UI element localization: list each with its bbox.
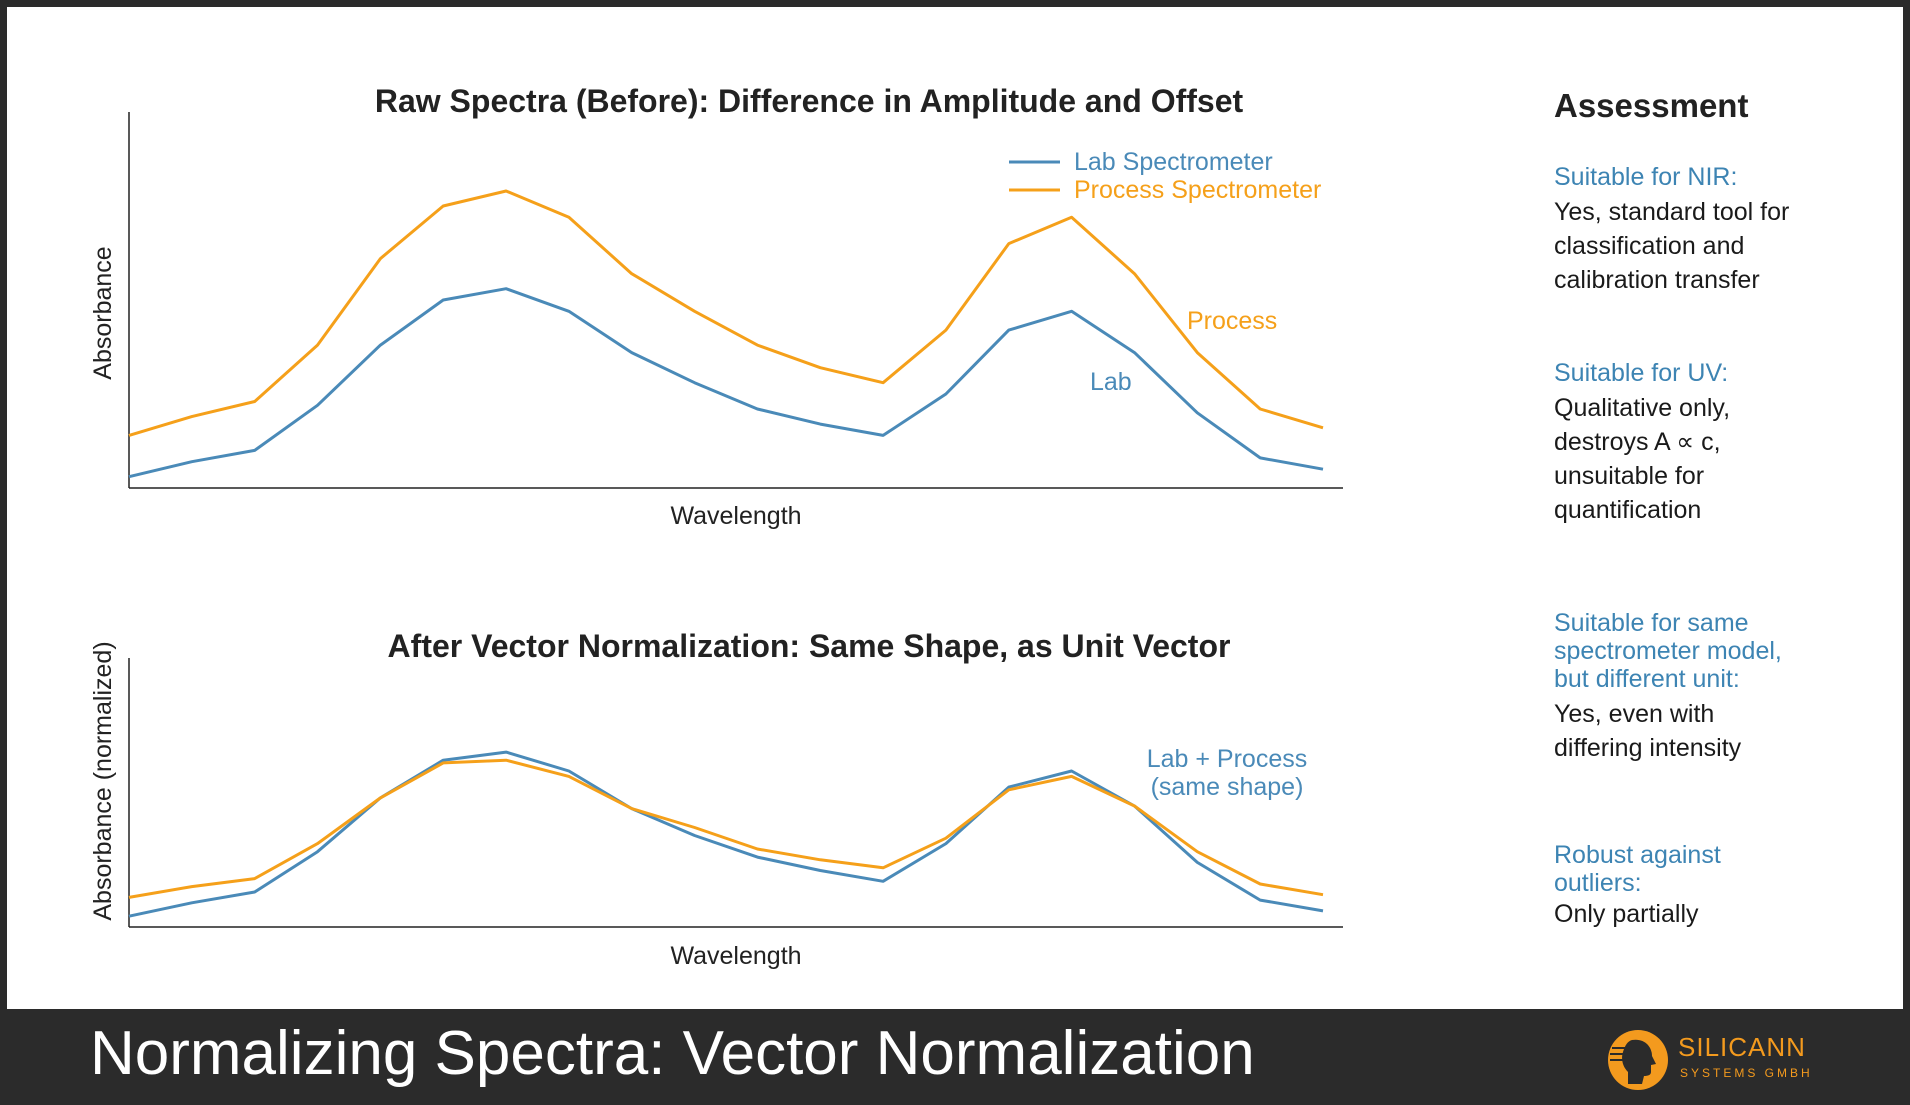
question-line: Robust against [1554,841,1721,869]
annotation-lab-process: Lab + Process [1147,745,1308,773]
answer-line: calibration transfer [1554,266,1760,294]
chart-2-y-label: Absorbance (normalized) [89,641,117,920]
content-panel: Raw Spectra (Before): Difference in Ampl… [7,7,1903,1009]
chart-1-x-label: Wavelength [670,502,801,530]
question-line: Suitable for same [1554,609,1749,637]
answer-line: Only partially [1554,900,1699,928]
answer-line: Yes, standard tool for [1554,198,1790,226]
chart-1-title: Raw Spectra (Before): Difference in Ampl… [375,83,1244,119]
assessment-answer: Yes, standard tool for classification an… [1554,195,1884,297]
assessment-item-same-model: Suitable for same spectrometer model, bu… [1554,609,1884,765]
answer-line: Yes, even with [1554,700,1715,728]
assessment-item-nir: Suitable for NIR: Yes, standard tool for… [1554,163,1884,297]
assessment-heading: Assessment [1554,87,1749,124]
answer-line: destroys A ∝ c, [1554,428,1721,456]
chart-2-title: After Vector Normalization: Same Shape, … [388,628,1231,664]
answer-line: classification and [1554,232,1745,260]
series-line-lab [128,750,1324,918]
assessment-item-outliers: Robust against outliers: Only partially [1554,841,1884,931]
question-line: but different unit: [1554,665,1740,693]
assessment-panel: Assessment Suitable for NIR: Yes, standa… [1554,87,1884,928]
annotation-lab: Lab [1090,368,1132,396]
assessment-question: Robust against outliers: [1554,841,1884,897]
footer-title: Normalizing Spectra: Vector Normalizatio… [90,1019,1255,1088]
annotation-process: Process [1187,307,1277,335]
series-line-process-spectrometer [128,189,1324,437]
charts-canvas: Raw Spectra (Before): Difference in Ampl… [89,83,1343,970]
company-logo: SILICANN SYSTEMS GMBH [1606,1028,1821,1092]
chart-raw-spectra: Raw Spectra (Before): Difference in Ampl… [89,83,1343,530]
series-line-process [128,758,1324,899]
chart-normalized-spectra: After Vector Normalization: Same Shape, … [89,628,1343,970]
annotation-same-shape: (same shape) [1151,773,1304,801]
assessment-item-uv: Suitable for UV: Qualitative only, destr… [1554,359,1884,527]
assessment-answer: Qualitative only, destroys A ∝ c, unsuit… [1554,391,1884,527]
question-line: spectrometer model, [1554,637,1782,665]
assessment-question: Suitable for UV: [1554,359,1729,387]
assessment-question: Suitable for same spectrometer model, bu… [1554,609,1884,693]
series-line-lab-spectrometer [128,287,1324,479]
logo-name: SILICANN [1678,1032,1806,1062]
legend-lab-label: Lab Spectrometer [1074,148,1273,176]
legend-process-label: Process Spectrometer [1074,176,1321,204]
assessment-answer: Only partially [1554,897,1884,931]
answer-line: quantification [1554,496,1702,524]
question-line: outliers: [1554,869,1642,897]
answer-line: Qualitative only, [1554,394,1731,422]
logo-head-icon [1608,1030,1668,1090]
logo-tagline: SYSTEMS GMBH [1680,1066,1813,1080]
chart-1-y-label: Absorbance [89,246,117,379]
answer-line: differing intensity [1554,734,1742,762]
chart-2-x-label: Wavelength [670,942,801,970]
assessment-question: Suitable for NIR: [1554,163,1738,191]
answer-line: unsuitable for [1554,462,1705,490]
assessment-answer: Yes, even with differing intensity [1554,697,1884,765]
